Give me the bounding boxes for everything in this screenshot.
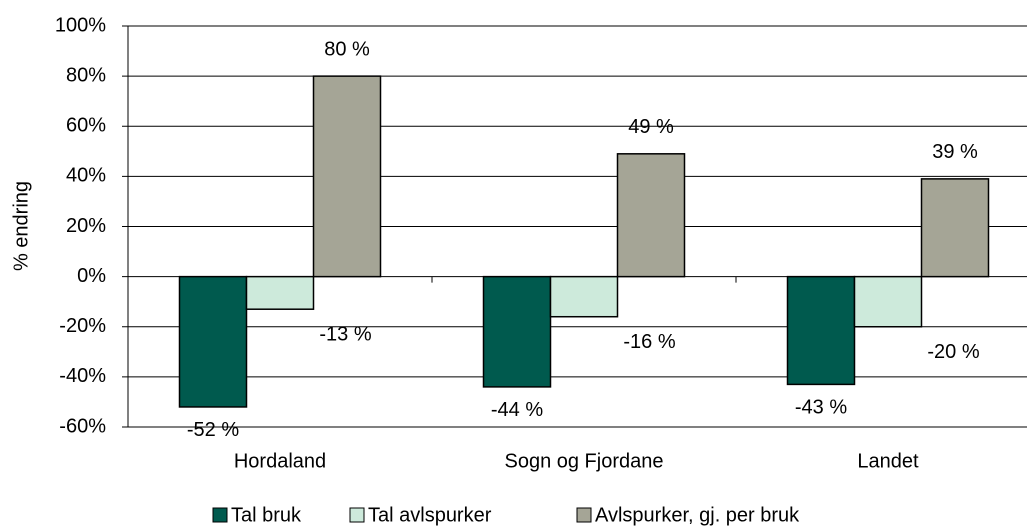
data-label: -16 % (623, 331, 675, 353)
y-tick-label: -40% (59, 365, 106, 387)
bar (920, 178, 990, 278)
bar (178, 275, 248, 408)
y-tick-label: -60% (59, 415, 106, 437)
legend-swatch (576, 507, 592, 523)
bar (853, 275, 923, 328)
bar (312, 75, 382, 278)
bar (482, 275, 552, 388)
y-tick-label: -20% (59, 315, 106, 337)
y-tick-label: 80% (66, 64, 106, 86)
bar (549, 275, 619, 318)
data-label: 39 % (932, 141, 978, 163)
bar (786, 275, 856, 386)
bar (245, 275, 315, 310)
y-axis-label: % endring (10, 181, 32, 271)
y-tick-label: 100% (55, 14, 106, 36)
legend-swatch (349, 507, 365, 523)
data-label: 49 % (628, 116, 674, 138)
legend-label: Avlspurker, gj. per bruk (595, 504, 800, 526)
y-tick-label: 40% (66, 165, 106, 187)
y-tick-label: 60% (66, 115, 106, 137)
data-label: -52 % (187, 419, 239, 441)
x-tick-label: Sogn og Fjordane (504, 450, 663, 472)
legend-swatch (212, 507, 228, 523)
y-tick-label: 20% (66, 215, 106, 237)
data-label: -20 % (927, 341, 979, 363)
y-tick-label: 0% (77, 265, 106, 287)
data-label: -44 % (491, 399, 543, 421)
x-tick-label: Hordaland (234, 450, 326, 472)
legend-label: Tal bruk (231, 504, 302, 526)
data-label: -13 % (319, 323, 371, 345)
legend-label: Tal avlspurker (368, 504, 492, 526)
x-tick-label: Landet (857, 450, 919, 472)
data-label: 80 % (324, 38, 370, 60)
data-label: -43 % (795, 397, 847, 419)
bar (616, 153, 686, 278)
